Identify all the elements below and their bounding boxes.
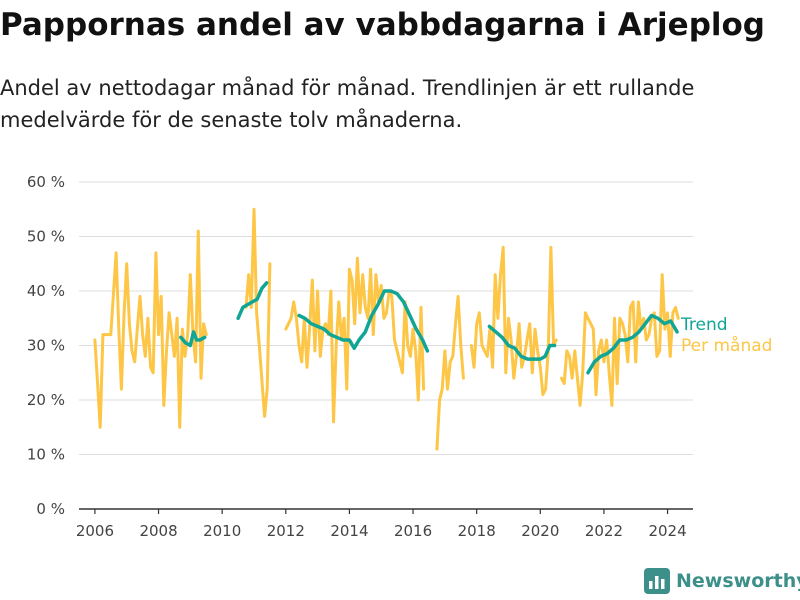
x-tick-label: 2022 [585,522,623,540]
y-tick-label: 20 % [27,391,65,409]
monthly-series [93,207,680,451]
series-label: Per månad [681,335,772,356]
x-tick-label: 2012 [267,522,305,540]
trend-line-segment [297,289,430,353]
y-tick-label: 30 % [27,337,65,355]
trend-series [179,281,679,375]
trend-line-segment [179,330,207,348]
monthly-line-segment [93,229,208,429]
bar-chart-icon [644,568,670,594]
brand-name: Newsworthy [676,570,800,592]
x-tick-label: 2010 [203,522,241,540]
x-tick-label: 2016 [394,522,432,540]
y-tick-label: 40 % [27,282,65,300]
monthly-line-segment [435,294,465,451]
y-tick-label: 0 % [36,500,65,518]
y-axis-ticks: 0 % 10 % 20 % 30 % 40 % 50 % 60 % [27,173,65,518]
x-axis-ticks: 2006 2008 2010 2012 2014 2016 2018 2020 2022 2024 [76,508,693,540]
x-tick-label: 2018 [458,522,496,540]
y-tick-label: 50 % [27,228,65,246]
y-tick-label: 60 % [27,173,65,191]
monthly-line-segment [284,256,426,424]
x-tick-label: 2020 [521,522,559,540]
trend-line-segment [586,313,679,375]
trend-line-segment [236,281,269,321]
monthly-line-segment [244,207,272,418]
series-label: Trend [680,315,728,335]
y-tick-label: 10 % [27,446,65,464]
x-tick-label: 2008 [139,522,177,540]
chart-subtitle: Andel av nettodagar månad för månad. Tre… [0,76,695,132]
monthly-line-segment [469,245,558,397]
x-tick-label: 2014 [330,522,368,540]
x-tick-label: 2006 [76,522,114,540]
trend-line-segment [487,324,557,361]
newsworthy-logo: Newsworthy [644,568,800,594]
chart-title: Pappornas andel av vabbdagarna i Arjeplo… [0,7,765,43]
x-tick-label: 2024 [648,522,686,540]
monthly-line-segment [560,273,680,407]
